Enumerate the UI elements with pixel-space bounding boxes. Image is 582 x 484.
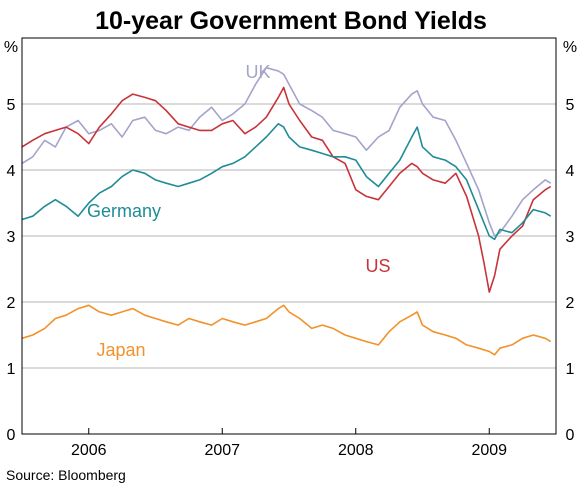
chart-title: 10-year Government Bond Yields [95,7,487,35]
series-line-germany [21,123,552,241]
y-tick-left-5: 5 [7,97,16,114]
y-tick-left-1: 1 [7,361,16,378]
y-tick-right-5: 5 [566,97,575,114]
y-unit-right: % [563,39,577,56]
series-label-japan: Japan [96,340,145,360]
y-tick-left-0: 0 [7,427,16,444]
y-axis-ticks: 0 0 1 1 2 2 3 3 4 4 5 5 [7,97,575,444]
source-note: Source: Bloomberg [6,467,126,483]
y-tick-right-0: 0 [566,427,575,444]
y-tick-left-3: 3 [7,229,16,246]
y-tick-right-3: 3 [566,229,575,246]
y-tick-left-2: 2 [7,295,16,312]
y-tick-right-2: 2 [566,295,575,312]
gridlines [22,103,556,369]
series-line-us [21,86,552,293]
series-label-uk: UK [245,62,270,82]
y-tick-right-4: 4 [566,163,575,180]
series-label-germany: Germany [87,201,161,221]
x-tick-2008: 2008 [338,442,374,459]
series-line-japan [21,304,552,356]
x-axis-ticks: 2006 2007 2008 2009 [71,428,507,459]
series-lines [21,66,552,356]
x-tick-2007: 2007 [204,442,240,459]
plot-frame [21,37,557,435]
y-tick-right-1: 1 [566,361,575,378]
x-tick-2009: 2009 [471,442,507,459]
x-tick-2006: 2006 [71,442,107,459]
y-unit-left: % [4,39,18,56]
y-tick-left-4: 4 [7,163,16,180]
series-label-us: US [365,256,390,276]
series-line-uk [21,66,552,237]
